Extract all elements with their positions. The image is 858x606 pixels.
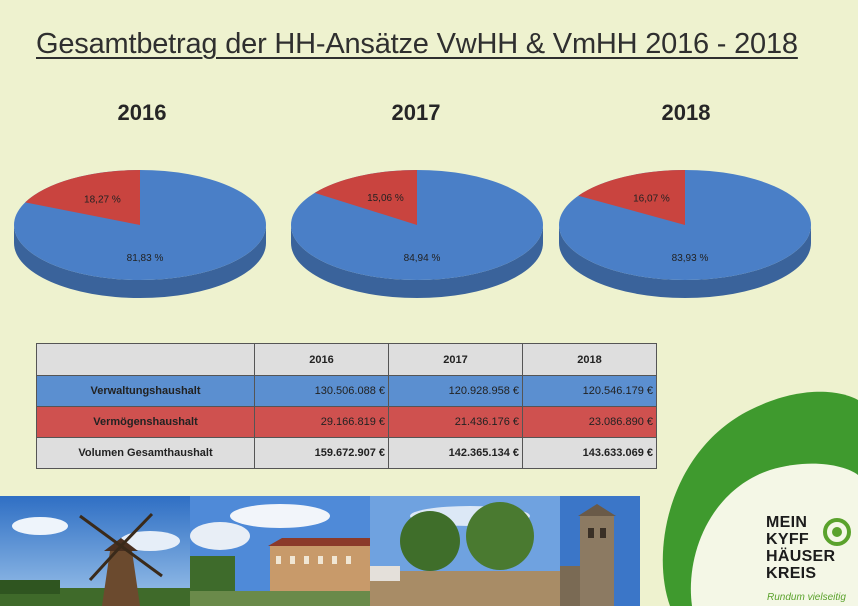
- table-cell: 120.928.958 €: [388, 375, 523, 407]
- pie-slice-red: [25, 170, 140, 225]
- table-cell: 130.506.088 €: [254, 375, 389, 407]
- table-header-row: 2016 2017 2018: [36, 343, 657, 376]
- photo-strip: [0, 496, 640, 606]
- tower-photo: [560, 496, 640, 606]
- pie-side: [291, 225, 543, 298]
- table-header-cell: 2018: [522, 343, 657, 376]
- table-cell: 23.086.890 €: [522, 406, 657, 438]
- pie-chart-2017: 15,06 % 84,94 %: [291, 170, 543, 298]
- table-row: Verwaltungshaushalt 130.506.088 € 120.92…: [36, 375, 657, 407]
- pie-label-red: 16,07 %: [633, 194, 670, 205]
- logo-circle-icon: [823, 518, 851, 546]
- pie-slice-red: [314, 170, 417, 225]
- brand-shape: [662, 391, 858, 606]
- table-cell: 142.365.134 €: [388, 437, 523, 469]
- brand-line: KREIS: [766, 565, 817, 582]
- table-cell: 29.166.819 €: [254, 406, 389, 438]
- table-cell: 21.436.176 €: [388, 406, 523, 438]
- table-cell: 143.633.069 €: [522, 437, 657, 469]
- pie-label-blue: 84,94 %: [404, 253, 441, 264]
- year-label-2016: 2016: [117, 100, 167, 125]
- pie-chart-2016: 18,27 % 81,83 %: [14, 170, 266, 298]
- table-row: Vermögenshaushalt 29.166.819 € 21.436.17…: [36, 406, 657, 438]
- table-row: Volumen Gesamthaushalt 159.672.907 € 142…: [36, 437, 657, 469]
- palace-photo: [190, 496, 370, 606]
- pie-charts: 18,27 % 81,83 % 15,06 % 84,94 % 16,07 % 83,…: [14, 170, 811, 298]
- pie-slice-red: [578, 170, 685, 225]
- table-cell: 159.672.907 €: [254, 437, 389, 469]
- year-label-2018: 2018: [661, 100, 711, 125]
- park-photo: [370, 496, 560, 606]
- pie-chart-2018: 16,07 % 83,93 %: [559, 170, 811, 298]
- year-label-2017: 2017: [391, 100, 441, 125]
- brand-logo: MEIN KYFF HÄUSER KREIS: [766, 514, 835, 582]
- brand-tagline: Rundum vielseitig: [767, 592, 846, 603]
- pie-label-red: 15,06 %: [367, 193, 404, 204]
- windmill-photo: [0, 496, 190, 606]
- table-cell: 120.546.179 €: [522, 375, 657, 407]
- pie-label-red: 18,27 %: [84, 195, 121, 206]
- brand-line: MEIN: [766, 514, 808, 531]
- budget-table: 2016 2017 2018 Verwaltungshaushalt 130.5…: [36, 343, 657, 469]
- row-label: Verwaltungshaushalt: [36, 375, 255, 407]
- pie-label-blue: 81,83 %: [127, 253, 164, 264]
- brand-line: KYFF: [766, 531, 809, 548]
- table-header-cell: [36, 343, 255, 376]
- row-label: Volumen Gesamthaushalt: [36, 437, 255, 469]
- row-label: Vermögenshaushalt: [36, 406, 255, 438]
- table-header-cell: 2016: [254, 343, 389, 376]
- pie-side: [559, 225, 811, 298]
- page-title: Gesamtbetrag der HH-Ansätze VwHH & VmHH …: [36, 28, 798, 60]
- pie-side: [14, 225, 266, 298]
- brand-line: HÄUSER: [766, 548, 836, 565]
- table-header-cell: 2017: [388, 343, 523, 376]
- pie-label-blue: 83,93 %: [672, 253, 709, 264]
